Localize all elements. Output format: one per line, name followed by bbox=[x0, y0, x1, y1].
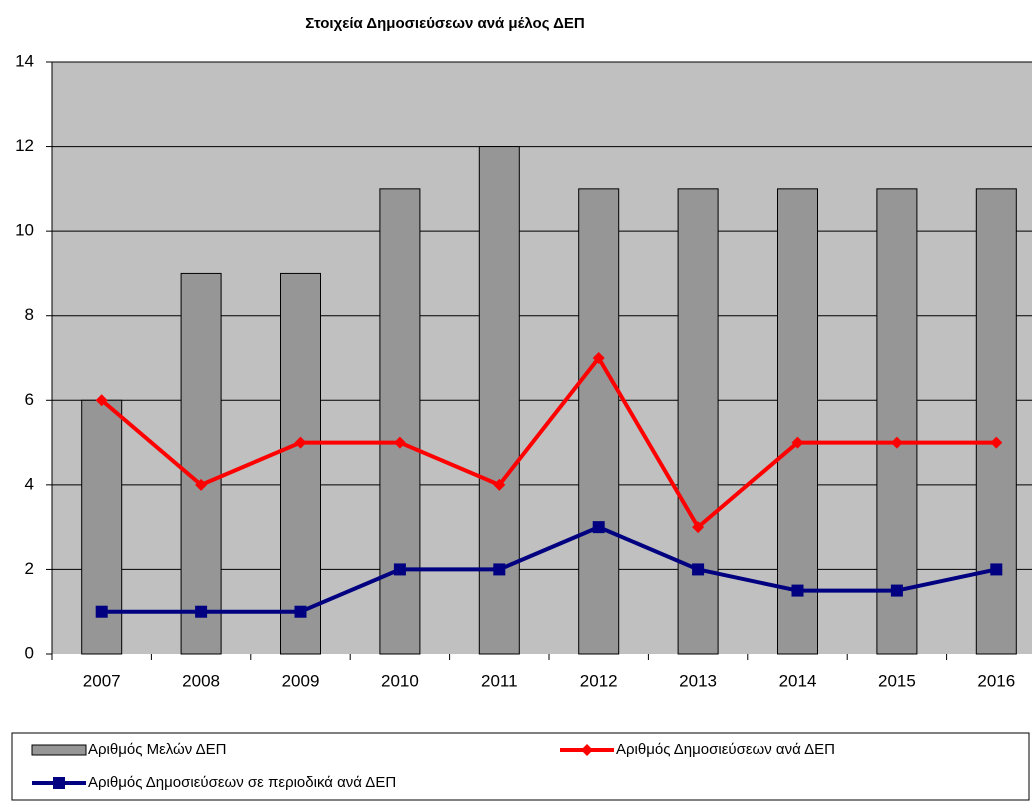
marker bbox=[195, 478, 208, 491]
x-tick-label: 2008 bbox=[182, 671, 220, 690]
marker bbox=[990, 436, 1003, 449]
y-tick-label: 4 bbox=[25, 474, 34, 493]
bar bbox=[677, 188, 719, 655]
bar bbox=[280, 272, 321, 655]
marker bbox=[692, 521, 705, 534]
bar bbox=[478, 146, 520, 655]
bar bbox=[876, 188, 918, 655]
marker bbox=[294, 605, 307, 618]
marker bbox=[592, 352, 605, 364]
legend-label: Αριθμός Μελών ΔΕΠ bbox=[88, 741, 226, 758]
legend-marker bbox=[581, 744, 593, 756]
legend-swatch bbox=[31, 744, 87, 756]
marker bbox=[493, 563, 506, 576]
bar bbox=[975, 188, 1017, 655]
y-tick-label: 2 bbox=[25, 559, 34, 578]
y-tick-label: 0 bbox=[25, 643, 34, 662]
x-tick-label: 2009 bbox=[282, 671, 320, 690]
legend-box bbox=[11, 732, 1030, 801]
y-tick-label: 10 bbox=[15, 221, 34, 240]
marker bbox=[692, 563, 705, 576]
marker bbox=[95, 394, 108, 407]
marker bbox=[592, 521, 605, 534]
bar bbox=[180, 272, 222, 655]
x-tick-label: 2013 bbox=[679, 671, 717, 690]
marker bbox=[95, 605, 108, 618]
legend-label: Αριθμός Δημοσιεύσεων ανά ΔΕΠ bbox=[616, 741, 835, 758]
x-tick-label: 2011 bbox=[481, 671, 518, 690]
marker bbox=[294, 436, 307, 449]
x-tick-label: 2015 bbox=[878, 671, 916, 690]
line bbox=[100, 356, 997, 530]
bar bbox=[777, 188, 818, 655]
y-tick-label: 8 bbox=[25, 305, 34, 324]
y-tick-label: 12 bbox=[15, 136, 34, 155]
bar bbox=[379, 188, 421, 655]
x-tick-label: 2016 bbox=[977, 671, 1015, 690]
line bbox=[101, 525, 997, 614]
bar bbox=[578, 188, 620, 655]
y-tick-label: 6 bbox=[25, 390, 34, 409]
marker bbox=[493, 478, 506, 491]
marker bbox=[890, 584, 903, 597]
marker bbox=[990, 563, 1003, 576]
chart-title: Στοιχεία Δημοσιεύσεων ανά μέλος ΔΕΠ bbox=[305, 15, 584, 32]
marker bbox=[791, 584, 804, 597]
y-tick-label: 14 bbox=[15, 51, 34, 70]
x-tick-label: 2014 bbox=[779, 671, 817, 690]
x-tick-label: 2010 bbox=[381, 671, 419, 690]
marker bbox=[890, 436, 903, 449]
marker bbox=[393, 436, 406, 449]
legend-label: Αριθμός Δημοσιεύσεων σε περιοδικά ανά ΔΕ… bbox=[88, 774, 396, 791]
marker bbox=[393, 563, 406, 576]
legend-marker bbox=[53, 777, 65, 789]
marker bbox=[195, 605, 208, 618]
x-tick-label: 2012 bbox=[580, 671, 618, 690]
marker bbox=[791, 436, 804, 449]
x-tick-label: 2007 bbox=[83, 671, 121, 690]
